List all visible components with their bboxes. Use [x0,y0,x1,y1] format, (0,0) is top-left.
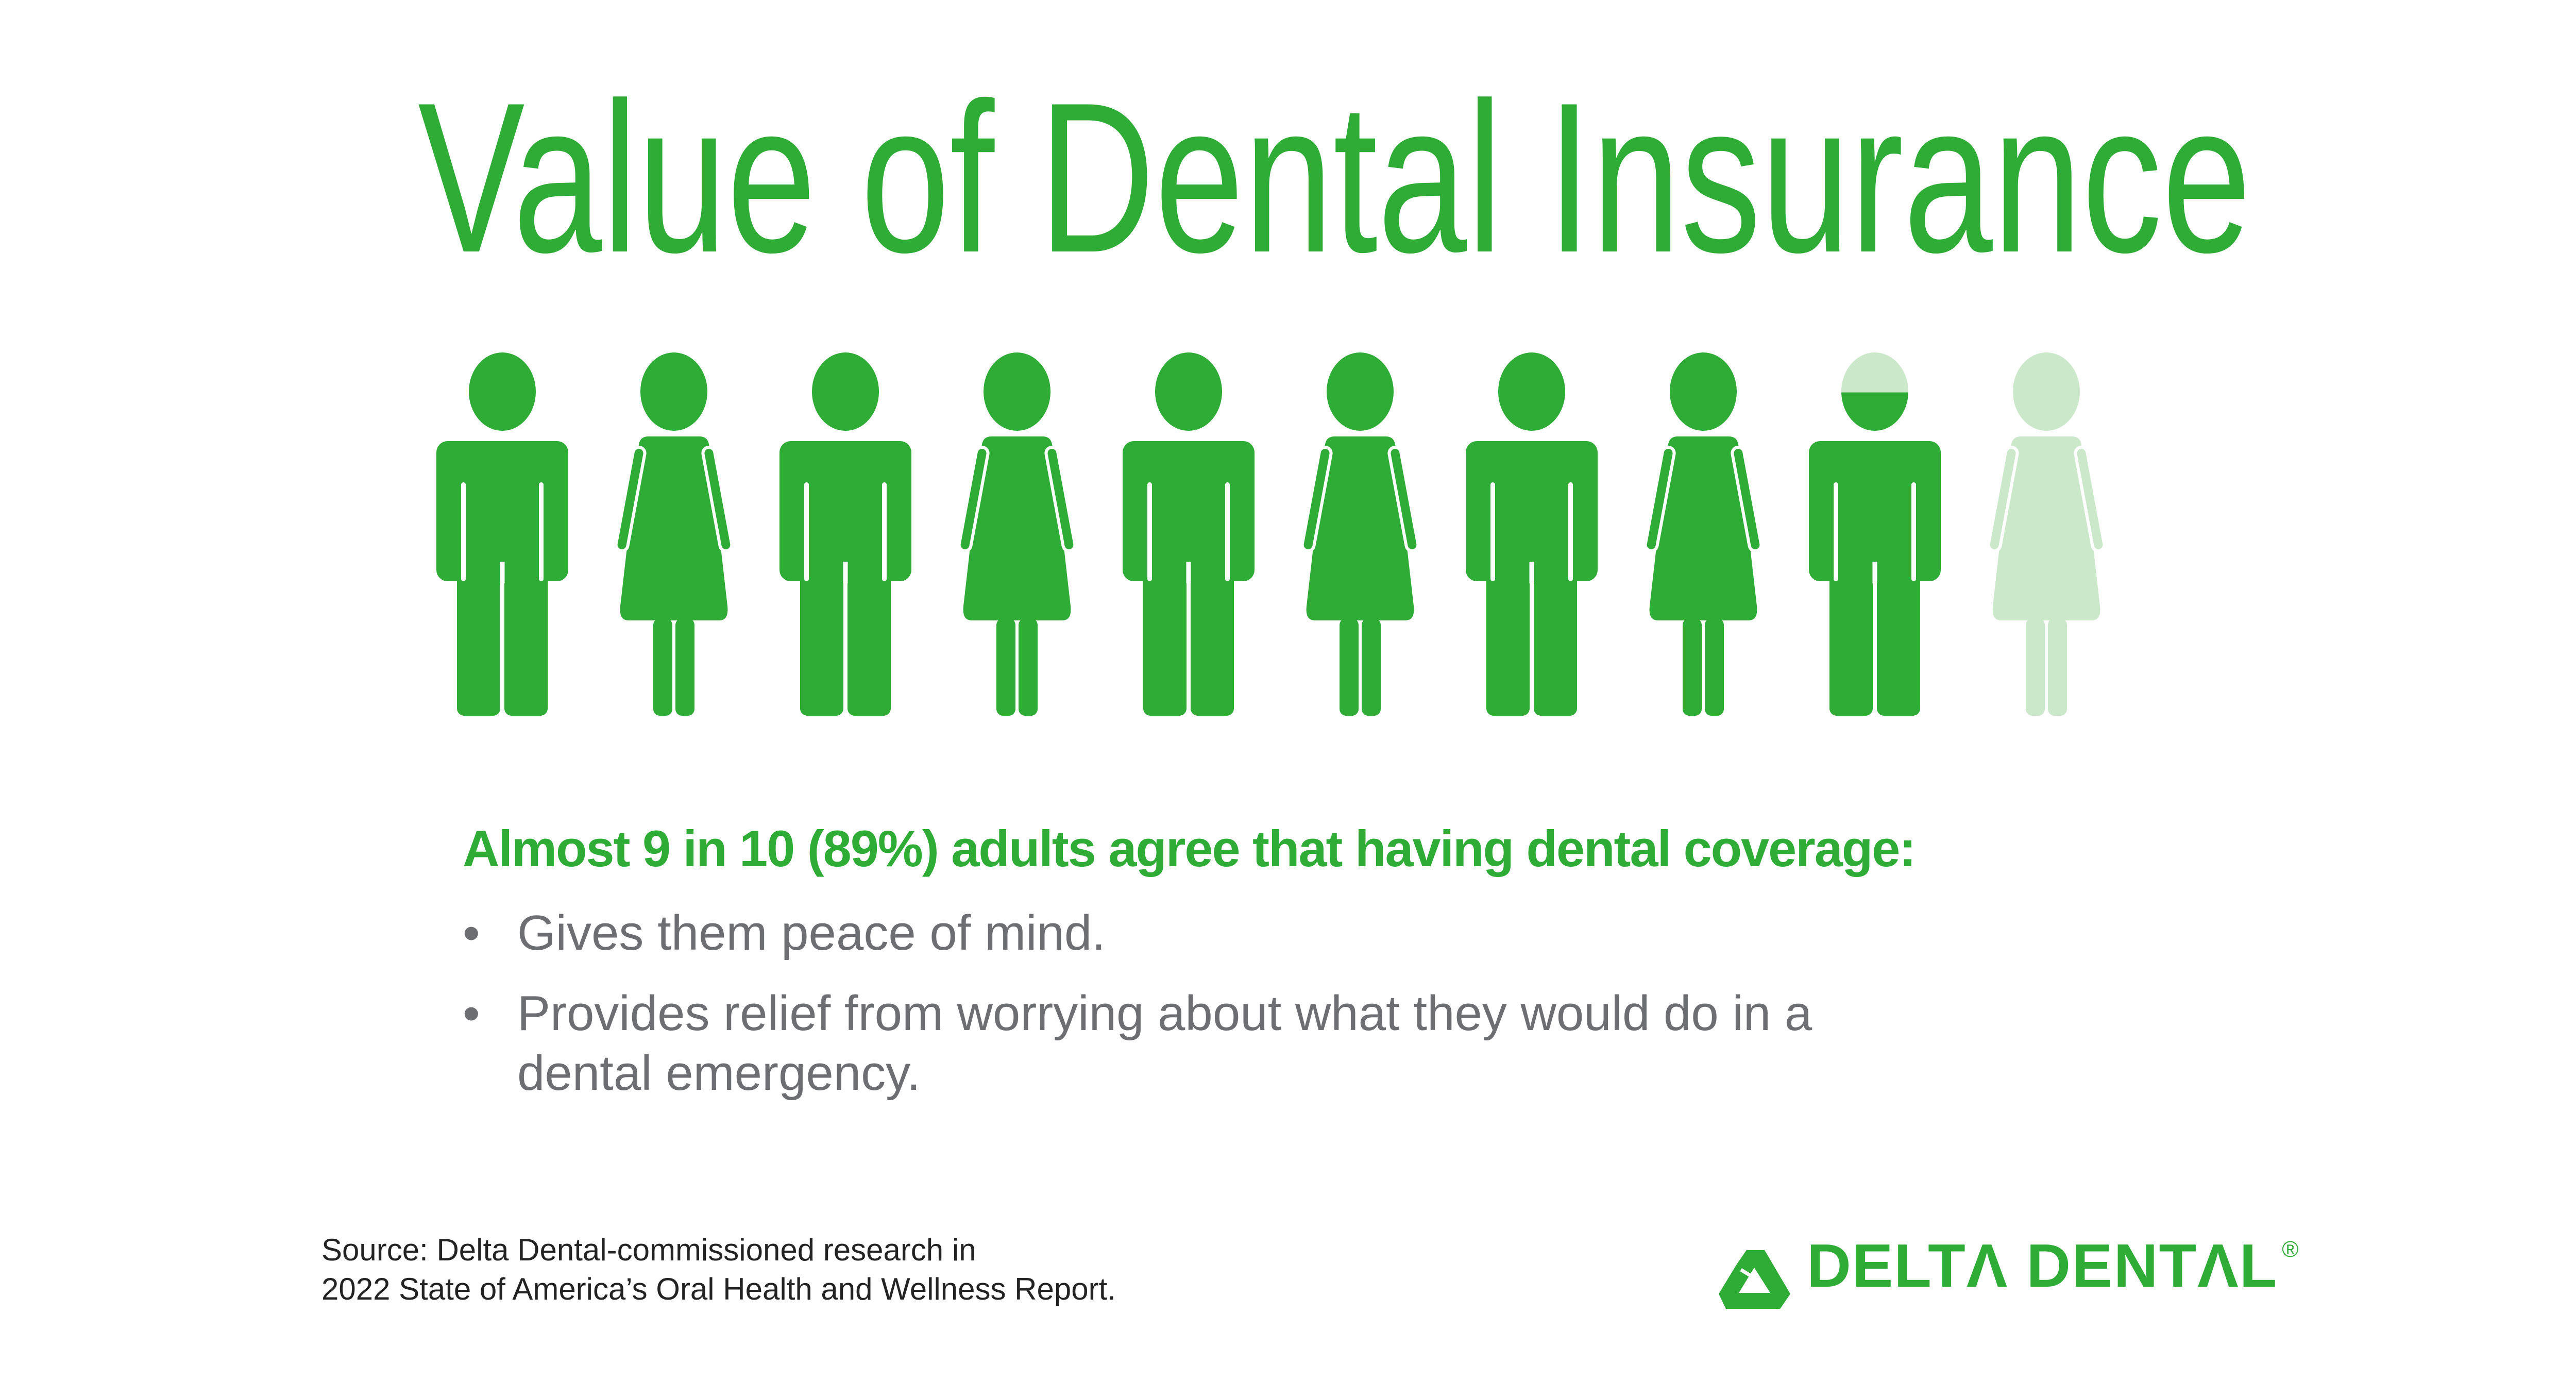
statement-block: Almost 9 in 10 (89%) adults agree that h… [463,819,1939,1103]
source-text: Source: Delta Dental-commissioned resear… [321,1231,1116,1309]
person-icon-1-male-filled [435,352,569,716]
person-icon-9-male-partial-89 [1808,352,1942,716]
bullet-text: Gives them peace of mind. [517,905,1106,961]
person-icon-8-female-filled [1641,352,1765,716]
page-title-text: Value of Dental Insurance [417,58,2251,297]
logo-wordmark: DELTΛ DENTΛL ® [1807,1235,2300,1309]
delta-triangle-icon [1719,1250,1790,1309]
bullet-dot: • [463,905,480,961]
logo-brand-text: DELTΛ DENTΛL [1807,1232,2278,1300]
source-line-1: Source: Delta Dental-commissioned resear… [321,1233,976,1267]
page-title: Value of Dental Insurance [0,55,2576,300]
person-icon-7-male-filled [1465,352,1599,716]
bullet-list: • Gives them peace of mind. • Provides r… [463,903,1939,1103]
pictograph-row [435,352,2108,716]
person-icon-6-female-filled [1298,352,1422,716]
person-icon-4-female-filled [955,352,1079,716]
registered-trademark-icon: ® [2282,1237,2300,1262]
bullet-item: • Provides relief from worrying about wh… [463,984,1939,1103]
person-icon-5-male-filled [1122,352,1256,716]
person-icon-2-female-filled [612,352,736,716]
person-icon-3-male-filled [778,352,912,716]
bullet-item: • Gives them peace of mind. [463,903,1939,963]
statement-heading: Almost 9 in 10 (89%) adults agree that h… [463,820,1916,877]
source-line-2: 2022 State of America’s Oral Health and … [321,1272,1116,1306]
delta-dental-logo: DELTΛ DENTΛL ® [1717,1235,2300,1309]
bullet-dot: • [463,986,480,1041]
bullet-text: Provides relief from worrying about what… [517,986,1812,1101]
person-icon-10-female-unfilled [1985,352,2108,716]
